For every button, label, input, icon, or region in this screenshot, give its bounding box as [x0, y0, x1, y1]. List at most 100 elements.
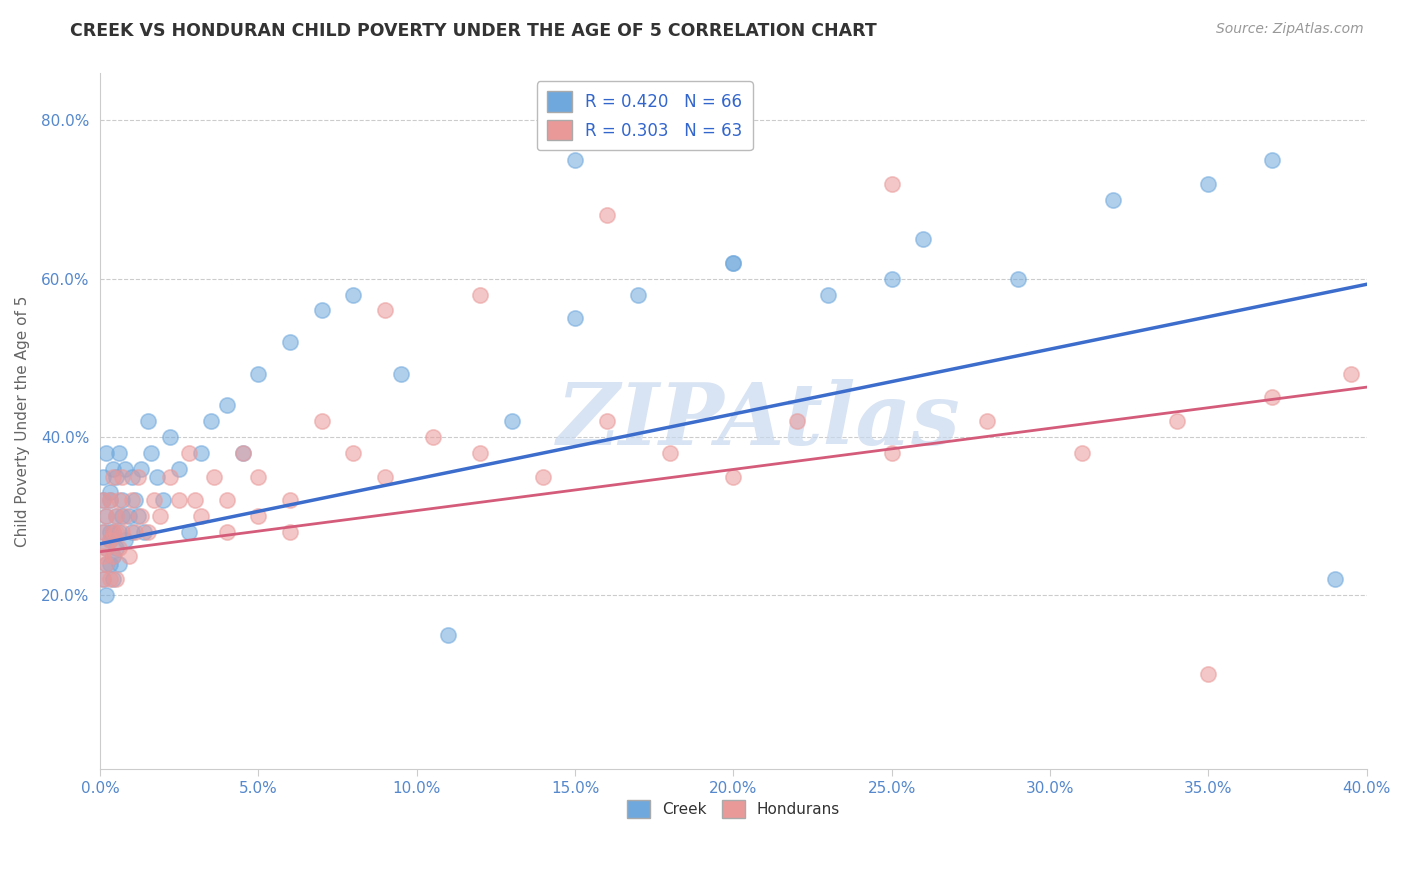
Point [215, 493, 238, 508]
Point [121, 469, 143, 483]
Point [108, 524, 131, 539]
Point [96, 588, 118, 602]
Point [98, 485, 121, 500]
Point [200, 414, 222, 428]
Point [98, 493, 121, 508]
Point [98, 524, 121, 539]
Point [129, 509, 152, 524]
Point [139, 446, 162, 460]
Point [723, 469, 745, 483]
Point [247, 367, 270, 381]
Point [468, 287, 491, 301]
Point [129, 461, 152, 475]
Point [184, 493, 207, 508]
Point [342, 446, 364, 460]
Point [880, 446, 903, 460]
Text: ZIPAtlas: ZIPAtlas [557, 379, 960, 463]
Point [111, 469, 134, 483]
Point [311, 414, 333, 428]
Point [501, 414, 523, 428]
Point [342, 287, 364, 301]
Point [202, 469, 225, 483]
Point [1340, 367, 1362, 381]
Point [468, 446, 491, 460]
Point [121, 524, 143, 539]
Point [596, 414, 619, 428]
Point [596, 208, 619, 222]
Point [167, 493, 190, 508]
Point [190, 509, 212, 524]
Point [531, 469, 554, 483]
Point [976, 414, 998, 428]
Point [96, 541, 118, 555]
Point [1198, 667, 1220, 681]
Point [374, 303, 396, 318]
Point [104, 509, 127, 524]
Point [111, 524, 134, 539]
Point [96, 557, 118, 571]
Point [101, 469, 124, 483]
Point [278, 334, 301, 349]
Point [91, 493, 114, 508]
Point [167, 461, 190, 475]
Text: Source: ZipAtlas.com: Source: ZipAtlas.com [1216, 22, 1364, 37]
Y-axis label: Child Poverty Under the Age of 5: Child Poverty Under the Age of 5 [15, 295, 30, 547]
Point [91, 573, 114, 587]
Point [723, 256, 745, 270]
Point [111, 509, 134, 524]
Point [117, 549, 139, 563]
Point [247, 469, 270, 483]
Point [114, 533, 136, 547]
Point [98, 533, 121, 547]
Point [104, 573, 127, 587]
Point [98, 573, 121, 587]
Point [232, 446, 254, 460]
Point [114, 461, 136, 475]
Point [96, 541, 118, 555]
Point [215, 524, 238, 539]
Point [880, 271, 903, 285]
Point [91, 524, 114, 539]
Point [108, 493, 131, 508]
Point [912, 232, 935, 246]
Point [98, 557, 121, 571]
Point [96, 509, 118, 524]
Point [101, 573, 124, 587]
Point [437, 628, 460, 642]
Point [91, 469, 114, 483]
Point [1261, 153, 1284, 167]
Point [142, 493, 165, 508]
Point [786, 414, 808, 428]
Point [96, 446, 118, 460]
Point [91, 493, 114, 508]
Point [422, 430, 444, 444]
Point [136, 524, 159, 539]
Point [177, 446, 200, 460]
Point [159, 469, 181, 483]
Point [108, 541, 131, 555]
Point [278, 493, 301, 508]
Point [389, 367, 412, 381]
Point [104, 509, 127, 524]
Point [108, 446, 131, 460]
Point [1261, 391, 1284, 405]
Point [136, 414, 159, 428]
Point [98, 533, 121, 547]
Point [1102, 193, 1125, 207]
Point [564, 311, 586, 326]
Point [121, 493, 143, 508]
Point [1007, 271, 1029, 285]
Text: CREEK VS HONDURAN CHILD POVERTY UNDER THE AGE OF 5 CORRELATION CHART: CREEK VS HONDURAN CHILD POVERTY UNDER TH… [70, 22, 877, 40]
Point [152, 493, 174, 508]
Point [627, 287, 650, 301]
Point [190, 446, 212, 460]
Point [101, 549, 124, 563]
Point [177, 524, 200, 539]
Point [817, 287, 839, 301]
Point [232, 446, 254, 460]
Point [104, 469, 127, 483]
Point [149, 509, 172, 524]
Point [134, 524, 156, 539]
Point [114, 509, 136, 524]
Point [880, 177, 903, 191]
